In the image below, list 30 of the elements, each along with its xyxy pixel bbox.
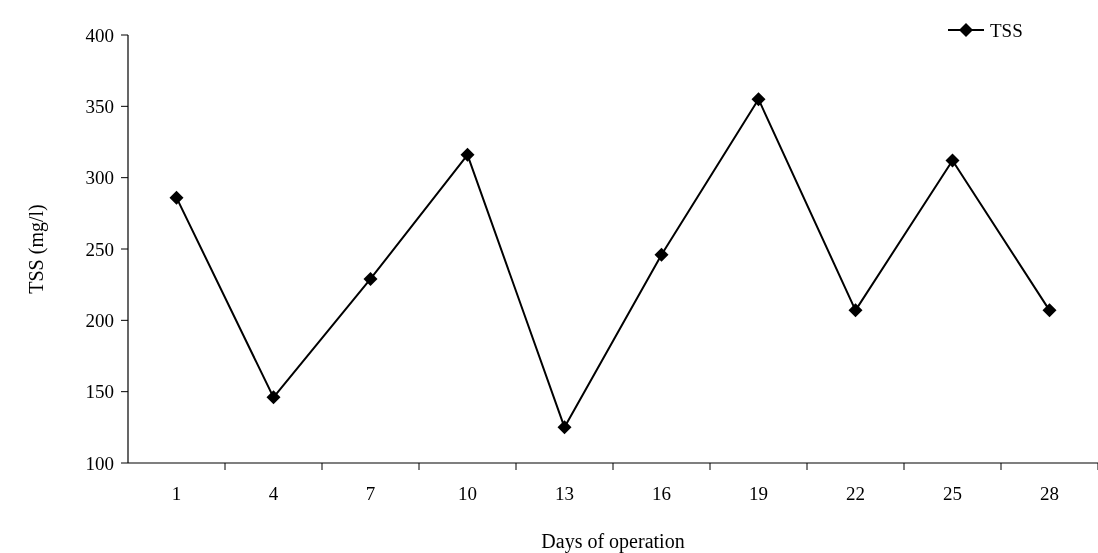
x-tick-label: 7 <box>365 483 376 504</box>
point <box>169 190 184 205</box>
x-tick-label: 25 <box>943 483 962 504</box>
x-tick-label: 28 <box>1040 483 1059 504</box>
x-tick-label: 4 <box>268 483 279 504</box>
point <box>751 92 766 107</box>
x-tick-label: 10 <box>458 483 477 504</box>
x-tick-label: 22 <box>846 483 865 504</box>
y-tick-label: 100 <box>85 452 114 474</box>
point <box>266 390 281 405</box>
x-tick-label: 19 <box>749 483 768 504</box>
x-tick-label: 1 <box>171 483 182 504</box>
y-tick-label: 300 <box>85 167 114 189</box>
y-tick-label: 350 <box>85 95 114 117</box>
y-tick-label: 400 <box>85 24 114 46</box>
x-tick-label: 13 <box>555 483 574 504</box>
legend-label: TSS <box>990 19 1023 41</box>
x-tick-label: 16 <box>652 483 671 504</box>
point <box>363 271 378 286</box>
y-axis-title: TSS (mg/l) <box>25 204 48 294</box>
point <box>557 420 572 435</box>
y-tick-label: 150 <box>85 381 114 403</box>
point <box>848 303 863 318</box>
y-tick-label: 250 <box>85 238 114 260</box>
y-tick-label: 200 <box>85 309 114 331</box>
point <box>460 147 475 162</box>
x-axis-title: Days of operation <box>541 530 685 553</box>
point <box>654 247 669 262</box>
point <box>945 153 960 168</box>
point <box>1042 303 1057 318</box>
